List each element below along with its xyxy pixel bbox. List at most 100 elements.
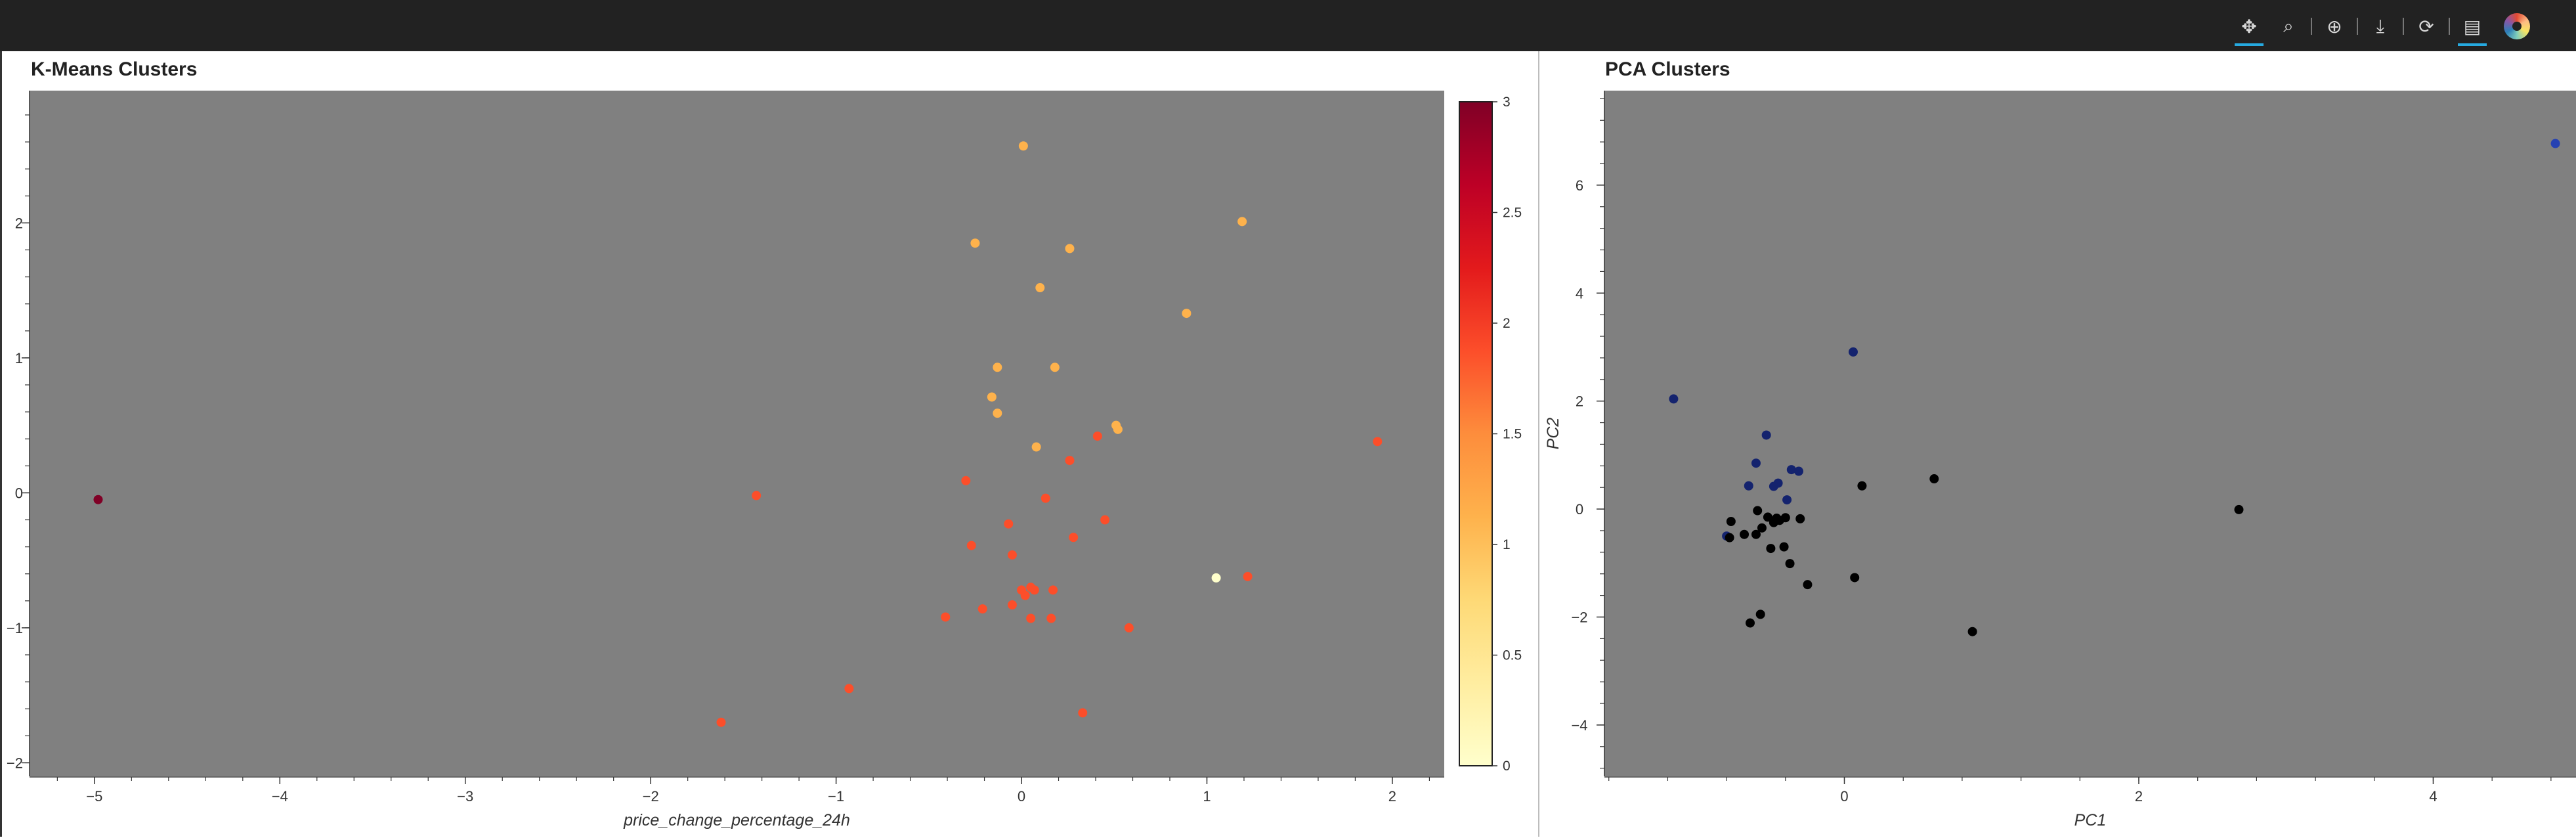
data-point [970,238,980,248]
save-tool[interactable]: ⤓ [2376,15,2385,36]
data-point [1078,708,1088,718]
data-point [993,363,1002,372]
colorbar-tick-label: 0.5 [1503,648,1522,663]
panel-divider [1538,51,1539,837]
data-point [941,612,951,622]
data-point [1753,506,1763,516]
y-tick-label: −1 [7,620,23,636]
data-point [977,604,987,614]
data-point [1929,474,1939,484]
x-axis-label: price_change_percentage_24h [623,811,850,829]
data-point [844,684,854,694]
x-tick-label: 2 [1388,788,1396,805]
data-point [1744,481,1753,491]
colorbar-tick-label: 0 [1503,759,1511,774]
wheel-zoom-tool[interactable]: ⊕ [2327,16,2342,37]
kmeans-chart[interactable]: K-Means Clusters −5 −4 −3 −2 −1 0 1 2 −2 −1 0 1 2 pric… [2,51,1538,837]
x-tick-label: −4 [272,788,288,805]
data-point [1050,363,1060,372]
x-tick-label: 4 [2429,788,2437,805]
pca-chart[interactable]: PCA Clusters 0 2 4 −4 −2 0 2 4 6 PC1 PC2 [1539,51,2576,837]
pan-tool[interactable]: ✥ [2229,12,2269,46]
x-tick-label: −3 [457,788,473,805]
data-point [1069,533,1079,542]
data-point [1774,516,1784,525]
top-toolbar-bar: ✥ ⌕ ⊕ ⤓ ⟳ ▤ [0,0,2576,51]
data-point [1755,609,1765,619]
data-point [1782,495,1792,505]
toolbar-separator [2403,18,2404,35]
pca-panel: PCA Clusters 0 2 4 −4 −2 0 2 4 6 PC1 PC2 [1539,51,2576,837]
data-point [1020,590,1030,600]
y-tick-label: 2 [15,215,23,231]
data-point [1113,424,1123,434]
plot-area [1604,91,2576,776]
data-point [1857,481,1867,491]
data-point [1031,442,1041,452]
data-point [1669,394,1679,404]
y-tick-label: 0 [15,485,23,501]
y-tick-label: 6 [1576,177,1583,194]
y-tick-label: −4 [1571,717,1587,734]
data-point [1007,550,1017,560]
colorbar-tick-label: 1 [1503,537,1511,552]
data-point [1766,544,1776,554]
data-point [1211,573,1221,583]
toolbar-separator [2311,18,2312,35]
data-point [1243,571,1253,581]
data-point [1018,141,1028,151]
data-point [1004,519,1014,529]
data-point [1848,347,1858,357]
x-axis-label: PC1 [2074,811,2107,829]
data-point [93,495,103,504]
colorbar-tick-label: 2.5 [1503,206,1522,221]
x-tick-label: 2 [2135,788,2143,805]
data-point [1785,559,1795,569]
data-point [1763,512,1772,522]
data-point [993,409,1002,418]
data-point [1100,515,1110,525]
chart-title: PCA Clusters [1605,58,1730,80]
data-point [961,475,971,485]
data-point [1751,529,1761,539]
data-point [2550,139,2560,148]
colorbar-tick-label: 3 [1503,95,1511,110]
data-point [752,491,762,500]
y-axis-label: PC2 [1544,418,1562,450]
data-point [2234,504,2244,514]
data-point [1092,431,1102,441]
data-point [1182,309,1191,319]
data-point [1757,523,1767,533]
hover-tool[interactable]: ▤ [2453,12,2492,46]
data-point [1029,585,1039,595]
data-point [1124,623,1134,632]
data-point [1237,217,1247,227]
kmeans-panel: K-Means Clusters −5 −4 −3 −2 −1 0 1 2 −2 −1 0 1 2 pric… [2,51,1538,837]
data-point [1065,456,1075,466]
colorbar-tick-label: 2 [1503,316,1511,331]
data-point [1065,244,1075,254]
data-point [1967,627,1977,636]
data-point [1373,437,1383,447]
data-point [1046,613,1056,623]
y-tick-label: 2 [1576,393,1583,410]
plot-toolbar: ✥ ⌕ ⊕ ⤓ ⟳ ▤ [2229,12,2530,46]
data-point [1779,542,1789,552]
y-tick-label: −2 [1571,609,1587,625]
y-tick-label: 1 [15,350,23,366]
reset-tool[interactable]: ⟳ [2418,16,2434,37]
colorbar [1459,101,1493,766]
data-point [716,717,726,727]
x-tick-label: 0 [1840,788,1848,805]
data-point [1803,580,1813,590]
data-point [1048,585,1058,595]
data-point [1794,466,1803,476]
data-point [1786,465,1796,475]
bokeh-logo-icon[interactable] [2504,13,2530,39]
chart-title: K-Means Clusters [31,58,197,80]
data-point [1726,516,1736,526]
data-point [1035,283,1045,293]
x-tick-label: 0 [1018,788,1025,805]
left-edge-border [0,51,2,837]
box-zoom-tool[interactable]: ⌕ [2283,15,2294,36]
